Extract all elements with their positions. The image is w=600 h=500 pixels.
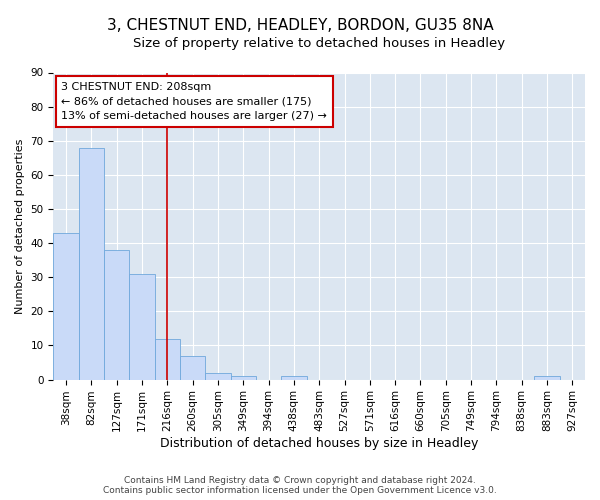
Bar: [230, 376, 256, 380]
Bar: [180, 356, 205, 380]
Bar: [104, 250, 130, 380]
X-axis label: Distribution of detached houses by size in Headley: Distribution of detached houses by size …: [160, 437, 478, 450]
Bar: [281, 376, 307, 380]
Text: Contains HM Land Registry data © Crown copyright and database right 2024.
Contai: Contains HM Land Registry data © Crown c…: [103, 476, 497, 495]
Bar: [79, 148, 104, 380]
Bar: [155, 338, 180, 380]
Title: Size of property relative to detached houses in Headley: Size of property relative to detached ho…: [133, 38, 505, 51]
Bar: [53, 233, 79, 380]
Bar: [205, 373, 230, 380]
Text: 3 CHESTNUT END: 208sqm
← 86% of detached houses are smaller (175)
13% of semi-de: 3 CHESTNUT END: 208sqm ← 86% of detached…: [61, 82, 327, 122]
Text: 3, CHESTNUT END, HEADLEY, BORDON, GU35 8NA: 3, CHESTNUT END, HEADLEY, BORDON, GU35 8…: [107, 18, 493, 32]
Bar: [535, 376, 560, 380]
Y-axis label: Number of detached properties: Number of detached properties: [15, 138, 25, 314]
Bar: [130, 274, 155, 380]
